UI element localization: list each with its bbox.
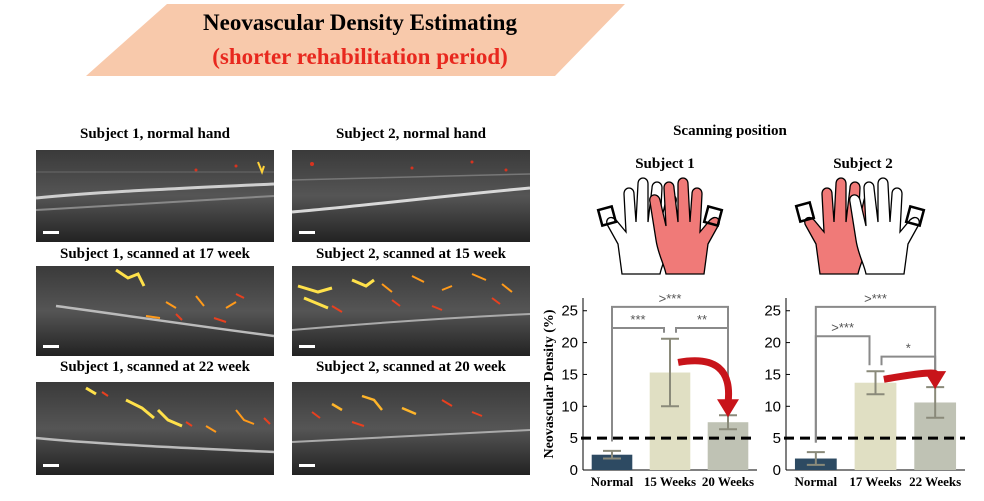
label-s2-normal: Subject 2, normal hand bbox=[335, 126, 487, 142]
y-tick-label: 0 bbox=[570, 462, 578, 479]
page-subtitle: (shorter rehabilitation period) bbox=[212, 44, 508, 69]
significance-bracket bbox=[814, 335, 871, 443]
significance-label: ** bbox=[697, 312, 707, 327]
bar-0 bbox=[591, 454, 633, 470]
us-image-s2-normal bbox=[292, 150, 530, 242]
page-title: Neovascular Density Estimating bbox=[203, 10, 517, 35]
label-s1-17: Subject 1, scanned at 17 week bbox=[60, 246, 250, 262]
trend-arrow-head bbox=[717, 399, 739, 418]
bar-chart-subject2: 0 5 10 15 20 25 Normal 17 Weeks 22 Weeks >*** >***… bbox=[764, 291, 965, 489]
label-s1-22: Subject 1, scanned at 22 week bbox=[60, 359, 250, 375]
significance-bracket bbox=[675, 326, 729, 410]
banner-shape bbox=[86, 4, 625, 76]
x-tick-label: 15 Weeks bbox=[644, 474, 696, 489]
label-s1-normal: Subject 1, normal hand bbox=[79, 126, 231, 142]
label-s2-15: Subject 2, scanned at 15 week bbox=[316, 246, 506, 262]
significance-label: * bbox=[906, 341, 911, 356]
y-tick-label: 20 bbox=[764, 335, 781, 352]
significance-label: >*** bbox=[864, 291, 887, 306]
hands-illustration bbox=[596, 177, 926, 275]
y-tick-label: 0 bbox=[773, 462, 781, 479]
significance-label: >*** bbox=[659, 291, 682, 306]
significance-label: >*** bbox=[831, 320, 854, 335]
trend-arrow bbox=[677, 357, 733, 404]
x-tick-label: Normal bbox=[591, 474, 634, 489]
y-tick-label: 10 bbox=[561, 398, 578, 415]
significance-label: *** bbox=[630, 312, 645, 327]
significance-bracket bbox=[611, 326, 665, 442]
y-tick-label: 5 bbox=[570, 430, 578, 447]
us-image-s2-15 bbox=[292, 266, 530, 356]
y-tick-label: 20 bbox=[561, 335, 578, 352]
trend-arrow-head bbox=[924, 371, 947, 390]
us-image-s1-22 bbox=[36, 382, 274, 475]
y-tick-label: 10 bbox=[764, 398, 781, 415]
y-tick-label: 15 bbox=[764, 366, 781, 383]
us-image-s1-normal bbox=[36, 150, 274, 242]
significance-bracket bbox=[880, 355, 937, 382]
label-s2-20: Subject 2, scanned at 20 week bbox=[316, 359, 506, 375]
x-tick-label: 17 Weeks bbox=[849, 474, 901, 489]
y-tick-label: 15 bbox=[561, 366, 578, 383]
x-tick-label: 22 Weeks bbox=[909, 474, 961, 489]
x-tick-label: Normal bbox=[795, 474, 838, 489]
scanning-subject2-label: Subject 2 bbox=[833, 156, 893, 172]
title-banner bbox=[86, 4, 625, 76]
bar-1 bbox=[854, 382, 897, 470]
y-tick-label: 25 bbox=[764, 303, 781, 320]
y-tick-label: 25 bbox=[561, 303, 578, 320]
y-tick-label: 5 bbox=[773, 430, 781, 447]
us-image-s1-17 bbox=[36, 266, 274, 356]
us-image-s2-20 bbox=[292, 382, 530, 475]
scanning-heading: Scanning position bbox=[673, 123, 787, 139]
x-tick-label: 20 Weeks bbox=[702, 474, 754, 489]
chart1-ylabel: Neovascular Density (%) bbox=[542, 309, 557, 458]
scanning-subject1-label: Subject 1 bbox=[635, 156, 695, 172]
